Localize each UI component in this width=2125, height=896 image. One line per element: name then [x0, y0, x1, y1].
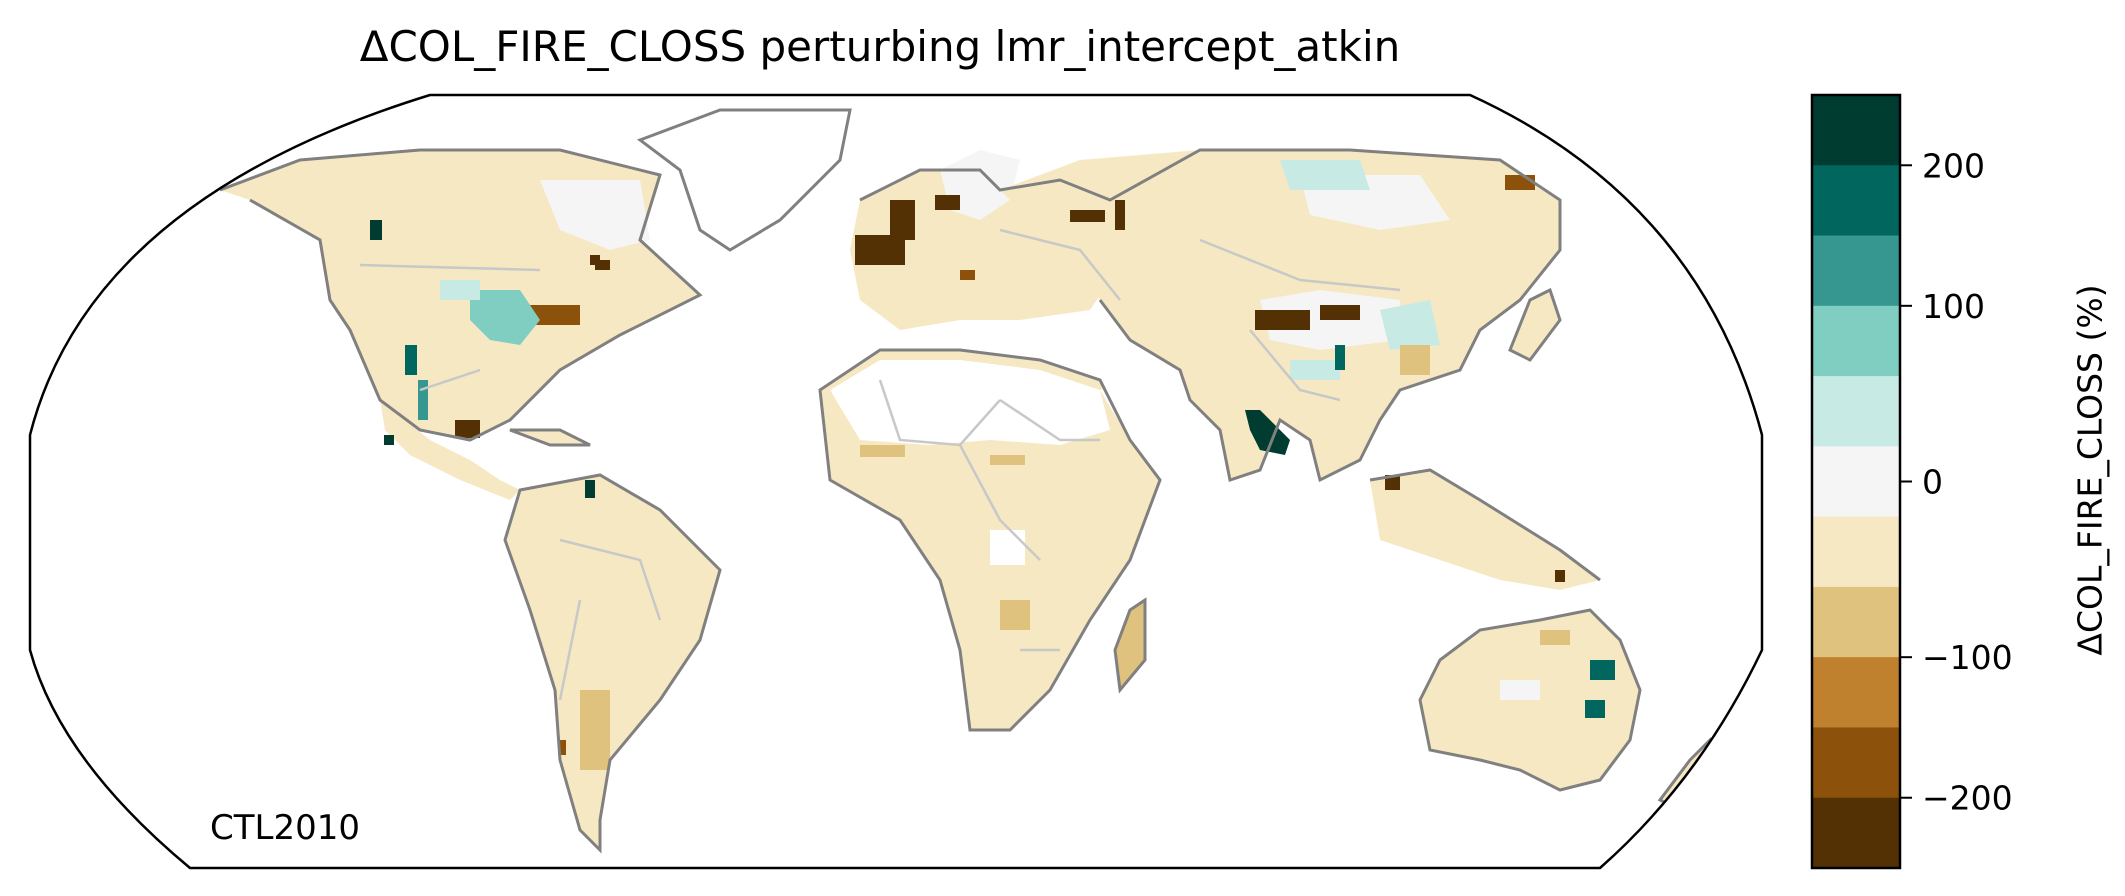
world-map [28, 93, 1764, 870]
cell-indochina [1385, 475, 1400, 490]
cell-caribbean-brown [455, 420, 480, 438]
northern-china-teal [1380, 300, 1440, 350]
cell-central-us [470, 290, 540, 345]
cell-tibet-1 [1255, 310, 1310, 330]
run-label: CTL2010 [210, 808, 360, 848]
colorbar-tick-label: 100 [1922, 287, 1985, 326]
cell-southern-africa [1000, 600, 1030, 630]
cell-tibet-2 [1320, 305, 1360, 320]
colorbar-bin [1812, 797, 1900, 869]
cell-balkans-brown [960, 270, 975, 280]
colorbar-bin [1812, 586, 1900, 658]
cell-mexico-2 [418, 380, 428, 420]
madagascar [1113, 597, 1147, 694]
colorbar-bin [1812, 516, 1900, 588]
cell-argentina [580, 690, 610, 770]
cell-uk [890, 200, 915, 240]
data-cells [370, 175, 1615, 770]
colorbar-bin [1812, 376, 1900, 447]
colorbar-label: ΔCOL_FIRE_CLOSS (%) [2070, 284, 2110, 656]
south-america-land [505, 475, 720, 850]
cell-china-tan [1400, 345, 1430, 375]
colorbar-bin [1812, 235, 1900, 307]
cell-australia-tan [1540, 630, 1570, 645]
colorbar-bin [1812, 95, 1900, 166]
japan [1508, 287, 1562, 362]
colorbar-bin [1812, 446, 1900, 518]
colorbar-bin [1812, 165, 1900, 237]
country-borders [359, 228, 1401, 701]
colorbar-bins [1812, 95, 1900, 869]
cell-venezuela-teal [585, 480, 595, 498]
southeast-asia-islands [1370, 470, 1600, 590]
colorbar-tick-label: 200 [1922, 146, 1985, 185]
cell-africa-neutral [990, 530, 1025, 565]
central-america-land [380, 400, 520, 500]
cell-eastern-us [530, 305, 580, 325]
cell-eastern-australia-1 [1590, 660, 1615, 680]
cell-png-brown [1555, 570, 1565, 582]
map-content [220, 108, 1722, 850]
cell-scandinavia-brown [935, 195, 960, 210]
cell-sahel-tan-2 [990, 455, 1025, 465]
cuba [509, 428, 591, 447]
figure-title: ΔCOL_FIRE_CLOSS perturbing lmr_intercept… [359, 22, 1401, 71]
colorbar-tick-label: −200 [1922, 779, 2013, 818]
cell-mexico-3 [384, 435, 394, 445]
cell-canada-brown [590, 255, 600, 265]
greenland [636, 108, 852, 252]
cell-russia-2 [1115, 200, 1125, 230]
coastlines [219, 148, 1642, 854]
colorbar-ticks: 200 100 0 −100 −200 [1900, 146, 2013, 818]
colorbar-tick-label: 0 [1922, 463, 1943, 502]
cell-argentina-brown [558, 740, 566, 755]
cell-sahel-tan-1 [860, 445, 905, 457]
cell-australia-neutral [1500, 680, 1540, 700]
central-china-teal [1290, 360, 1340, 380]
cell-western-india [1245, 410, 1290, 455]
arabia-land [1100, 370, 1210, 470]
colorbar-bin [1812, 657, 1900, 728]
canada-neutral [540, 180, 650, 250]
colorbar-bin [1812, 727, 1900, 799]
cell-eastern-us-2 [595, 260, 610, 270]
cell-russia-1 [1070, 210, 1105, 222]
colorbar-bin [1812, 305, 1900, 377]
map-boundary [28, 93, 1764, 870]
cell-canada-dark [370, 220, 382, 240]
colorbar-tick-label: −100 [1922, 638, 2013, 677]
cell-tibet-teal [1335, 345, 1345, 370]
siberia-teal [1280, 160, 1370, 190]
cell-eastern-australia-2 [1585, 700, 1605, 718]
sahara-neutral [830, 360, 1110, 445]
cell-northern-us-teal [440, 280, 480, 300]
cell-mexico-1 [405, 345, 417, 375]
